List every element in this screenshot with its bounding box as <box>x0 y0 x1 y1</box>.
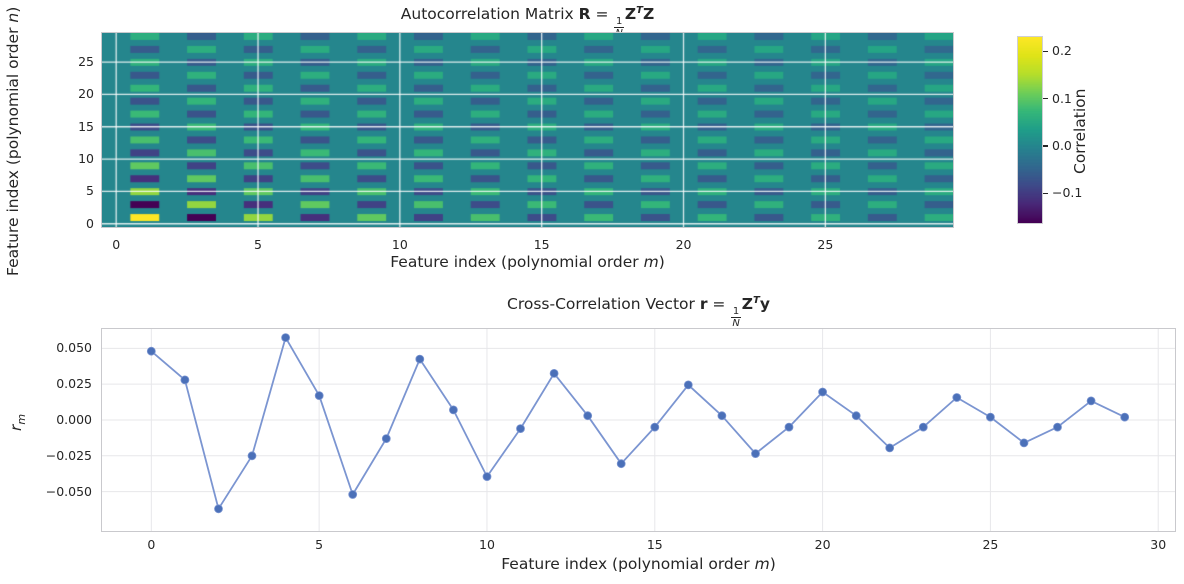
data-point-marker <box>818 387 827 397</box>
data-point-marker <box>851 411 861 421</box>
y-tick-label: 0.050 <box>56 340 92 356</box>
y-tick-label: 0 <box>86 215 94 231</box>
data-point-marker <box>683 380 693 390</box>
data-point-marker <box>482 472 492 482</box>
matrix-symbol: R <box>578 5 591 24</box>
data-point-marker <box>281 333 291 343</box>
data-point-marker <box>381 434 391 443</box>
data-point-marker <box>214 504 223 514</box>
data-point-marker <box>1120 412 1130 422</box>
x-tick-label: 20 <box>814 537 831 552</box>
colorbar <box>1017 36 1043 224</box>
x-tick-label: 0 <box>147 537 156 552</box>
line-title-text: Cross-Correlation Vector <box>507 295 700 314</box>
data-point-marker <box>247 451 257 461</box>
data-point-marker <box>650 422 660 432</box>
x-tick-label: 10 <box>479 537 495 552</box>
data-point-marker <box>549 369 559 378</box>
data-point-marker <box>717 411 727 421</box>
x-tick-label: 25 <box>817 237 834 252</box>
data-point-marker <box>146 346 156 356</box>
line-y-axis-label: rm <box>7 413 29 431</box>
y-tick-label: 10 <box>78 151 94 167</box>
heatmap-title-text: Autocorrelation Matrix <box>400 5 579 24</box>
data-point-marker <box>616 459 626 469</box>
data-point-marker <box>1019 438 1029 448</box>
data-point-marker <box>415 354 425 364</box>
x-tick-label: 15 <box>533 237 550 252</box>
y-tick-label: 5 <box>86 183 94 199</box>
data-point-marker <box>1086 396 1096 406</box>
y-tick-label: 20 <box>78 86 94 102</box>
Z-symbol-2: Z <box>642 5 655 24</box>
data-point-marker <box>986 412 995 422</box>
colorbar-tick-mark <box>1043 50 1048 52</box>
data-point-marker <box>885 443 895 453</box>
colorbar-tick-mark <box>1043 192 1048 195</box>
line-x-axis-label: Feature index (polynomial order m) <box>501 555 776 573</box>
x-tick-label: 20 <box>675 237 692 252</box>
colorbar-tick-label: 0.0 <box>1052 137 1072 153</box>
y-tick-label: 0.000 <box>56 411 92 427</box>
data-point-marker <box>1053 422 1062 432</box>
data-point-marker <box>918 422 928 432</box>
line-chart-title: Cross-Correlation Vector r = 1 N ZTy <box>507 295 770 330</box>
data-point-marker <box>314 391 324 400</box>
Z-symbol: Z <box>741 295 754 314</box>
data-point-marker <box>784 422 794 432</box>
x-tick-label: 25 <box>982 537 999 552</box>
x-tick-label: 0 <box>112 237 121 252</box>
x-tick-label: 5 <box>254 237 262 252</box>
y-tick-label: 25 <box>78 54 94 70</box>
data-point-marker <box>516 424 525 433</box>
heatmap-y-axis-label: Feature index (polynomial order n) <box>4 6 22 276</box>
y-tick-label: 15 <box>78 118 94 134</box>
data-point-marker <box>448 405 458 415</box>
y-tick-label: −0.025 <box>45 447 92 463</box>
transpose-symbol: T <box>753 295 760 306</box>
data-point-marker <box>348 490 358 499</box>
series-line <box>150 336 1126 510</box>
y-symbol: y <box>759 295 770 314</box>
y-tick-label: −0.050 <box>45 483 92 499</box>
r-symbol: r <box>699 295 708 314</box>
colorbar-tick-label: 0.1 <box>1052 90 1072 106</box>
data-point-marker <box>180 375 190 385</box>
colorbar-tick-label: −0.1 <box>1052 185 1083 201</box>
x-tick-label: 30 <box>1150 537 1167 552</box>
heatmap-x-axis-label: Feature index (polynomial order m) <box>390 253 665 271</box>
colorbar-tick-mark <box>1043 98 1048 100</box>
colorbar-tick-mark <box>1043 145 1048 147</box>
data-point-marker <box>952 393 962 402</box>
plot-background <box>102 329 1175 531</box>
cross-correlation-line-chart <box>102 329 1175 531</box>
x-tick-label: 10 <box>391 237 408 252</box>
colorbar-tick-label: 0.2 <box>1052 43 1072 59</box>
data-point-marker <box>751 449 760 458</box>
transpose-symbol: T <box>636 5 643 16</box>
autocorrelation-heatmap <box>102 33 953 227</box>
Z-symbol: Z <box>624 5 637 24</box>
y-tick-label: 0.025 <box>56 376 92 392</box>
x-tick-label: 5 <box>315 537 324 552</box>
x-tick-label: 15 <box>646 537 663 552</box>
data-point-marker <box>583 411 593 421</box>
